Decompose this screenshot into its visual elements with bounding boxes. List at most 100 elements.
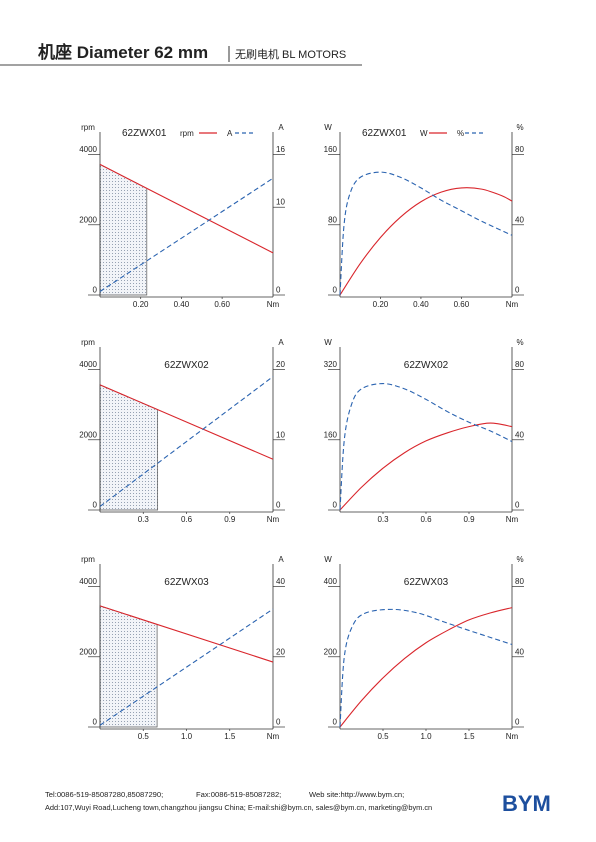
y2-axis-label: % bbox=[516, 338, 523, 347]
y-tick-label: 0 bbox=[333, 286, 338, 295]
y-tick-label: 0 bbox=[333, 501, 338, 510]
series-line bbox=[339, 171, 513, 296]
x-tick-label: 0.40 bbox=[413, 300, 429, 309]
x-tick-label: 1.5 bbox=[463, 732, 475, 741]
y2-tick-label: 40 bbox=[515, 215, 524, 224]
y2-tick-label: 40 bbox=[515, 647, 524, 656]
y-tick-label: 0 bbox=[93, 718, 98, 727]
legend-label: % bbox=[457, 129, 464, 138]
series-line bbox=[339, 607, 513, 728]
chart-title: 62ZWX03 bbox=[404, 577, 449, 588]
chart-title: 62ZWX01 bbox=[122, 128, 167, 139]
x-tick-label: 0.40 bbox=[174, 300, 190, 309]
y2-tick-label: 0 bbox=[276, 718, 281, 727]
chart-title: 62ZWX01 bbox=[362, 128, 407, 139]
series-line bbox=[339, 422, 513, 511]
y2-tick-label: 20 bbox=[276, 360, 285, 369]
series-line bbox=[339, 608, 513, 728]
x-tick-label: 1.0 bbox=[181, 732, 193, 741]
y-tick-label: 2000 bbox=[79, 430, 97, 439]
x-tick-label: 0.3 bbox=[377, 515, 389, 524]
y-tick-label: 400 bbox=[324, 577, 338, 586]
y2-tick-label: 40 bbox=[515, 430, 524, 439]
y2-tick-label: 0 bbox=[515, 501, 520, 510]
x-tick-label: 0.5 bbox=[377, 732, 389, 741]
y-axis-label: W bbox=[324, 338, 332, 347]
series-line bbox=[99, 384, 274, 460]
footer-fax: Fax:0086-519-85087282; bbox=[196, 790, 281, 799]
y2-tick-label: 16 bbox=[276, 145, 285, 154]
y2-tick-label: 80 bbox=[515, 145, 524, 154]
legend-label: rpm bbox=[180, 129, 194, 138]
series-line bbox=[99, 163, 274, 254]
y-tick-label: 0 bbox=[93, 501, 98, 510]
y2-tick-label: 80 bbox=[515, 360, 524, 369]
x-axis-label: Nm bbox=[267, 732, 280, 741]
y-axis-label: rpm bbox=[81, 338, 95, 347]
y2-tick-label: 40 bbox=[276, 577, 285, 586]
y-tick-label: 0 bbox=[93, 286, 98, 295]
chart-title: 62ZWX03 bbox=[164, 577, 209, 588]
rated-area bbox=[99, 163, 148, 296]
y2-axis-label: A bbox=[278, 338, 284, 347]
y2-tick-label: 0 bbox=[515, 718, 520, 727]
chart-title: 62ZWX02 bbox=[164, 360, 209, 371]
y-tick-label: 200 bbox=[324, 647, 338, 656]
y2-tick-label: 0 bbox=[276, 286, 281, 295]
y-tick-label: 4000 bbox=[79, 577, 97, 586]
x-axis-label: Nm bbox=[267, 300, 280, 309]
rated-area bbox=[99, 605, 158, 728]
y-tick-label: 4000 bbox=[79, 360, 97, 369]
y2-tick-label: 20 bbox=[276, 647, 285, 656]
x-tick-label: 0.5 bbox=[138, 732, 150, 741]
header-title: 机座 Diameter 62 mm bbox=[38, 42, 208, 62]
series-line bbox=[99, 376, 274, 507]
y-tick-label: 320 bbox=[324, 360, 338, 369]
x-tick-label: 0.20 bbox=[133, 300, 149, 309]
legend-label: W bbox=[420, 129, 428, 138]
y-tick-label: 4000 bbox=[79, 145, 97, 154]
x-axis-label: Nm bbox=[506, 732, 519, 741]
series-line bbox=[339, 187, 513, 296]
footer-web: Web site:http://www.bym.cn; bbox=[309, 790, 404, 799]
logo: BYM bbox=[502, 791, 551, 816]
y-tick-label: 160 bbox=[324, 145, 338, 154]
x-tick-label: 0.60 bbox=[454, 300, 470, 309]
header-subtitle: 无刷电机 BL MOTORS bbox=[235, 47, 346, 61]
x-tick-label: 0.6 bbox=[181, 515, 193, 524]
x-axis-label: Nm bbox=[506, 300, 519, 309]
y-axis-label: W bbox=[324, 123, 332, 132]
y2-axis-label: % bbox=[516, 123, 523, 132]
rated-area bbox=[99, 384, 159, 511]
x-tick-label: 1.0 bbox=[420, 732, 432, 741]
y2-axis-label: % bbox=[516, 555, 523, 564]
series-line bbox=[339, 383, 513, 511]
x-axis-label: Nm bbox=[267, 515, 280, 524]
x-axis-label: Nm bbox=[506, 515, 519, 524]
footer-address: Add:107,Wuyi Road,Lucheng town,changzhou… bbox=[45, 803, 432, 812]
x-tick-label: 0.9 bbox=[224, 515, 236, 524]
y2-tick-label: 0 bbox=[515, 286, 520, 295]
series-line bbox=[99, 177, 274, 292]
y-tick-label: 160 bbox=[324, 430, 338, 439]
y-axis-label: rpm bbox=[81, 555, 95, 564]
y2-tick-label: 0 bbox=[276, 501, 281, 510]
y-tick-label: 2000 bbox=[79, 215, 97, 224]
x-tick-label: 0.6 bbox=[420, 515, 432, 524]
chart-title: 62ZWX02 bbox=[404, 360, 449, 371]
y2-axis-label: A bbox=[278, 123, 284, 132]
y2-tick-label: 80 bbox=[515, 577, 524, 586]
y2-tick-label: 10 bbox=[276, 198, 285, 207]
x-tick-label: 1.5 bbox=[224, 732, 236, 741]
y-tick-label: 0 bbox=[333, 718, 338, 727]
legend-label: A bbox=[227, 129, 233, 138]
series-line bbox=[99, 605, 274, 663]
y2-tick-label: 10 bbox=[276, 430, 285, 439]
y2-axis-label: A bbox=[278, 555, 284, 564]
x-tick-label: 0.60 bbox=[214, 300, 230, 309]
x-tick-label: 0.9 bbox=[463, 515, 475, 524]
series-line bbox=[99, 608, 274, 726]
x-tick-label: 0.3 bbox=[138, 515, 150, 524]
y-tick-label: 80 bbox=[328, 215, 337, 224]
